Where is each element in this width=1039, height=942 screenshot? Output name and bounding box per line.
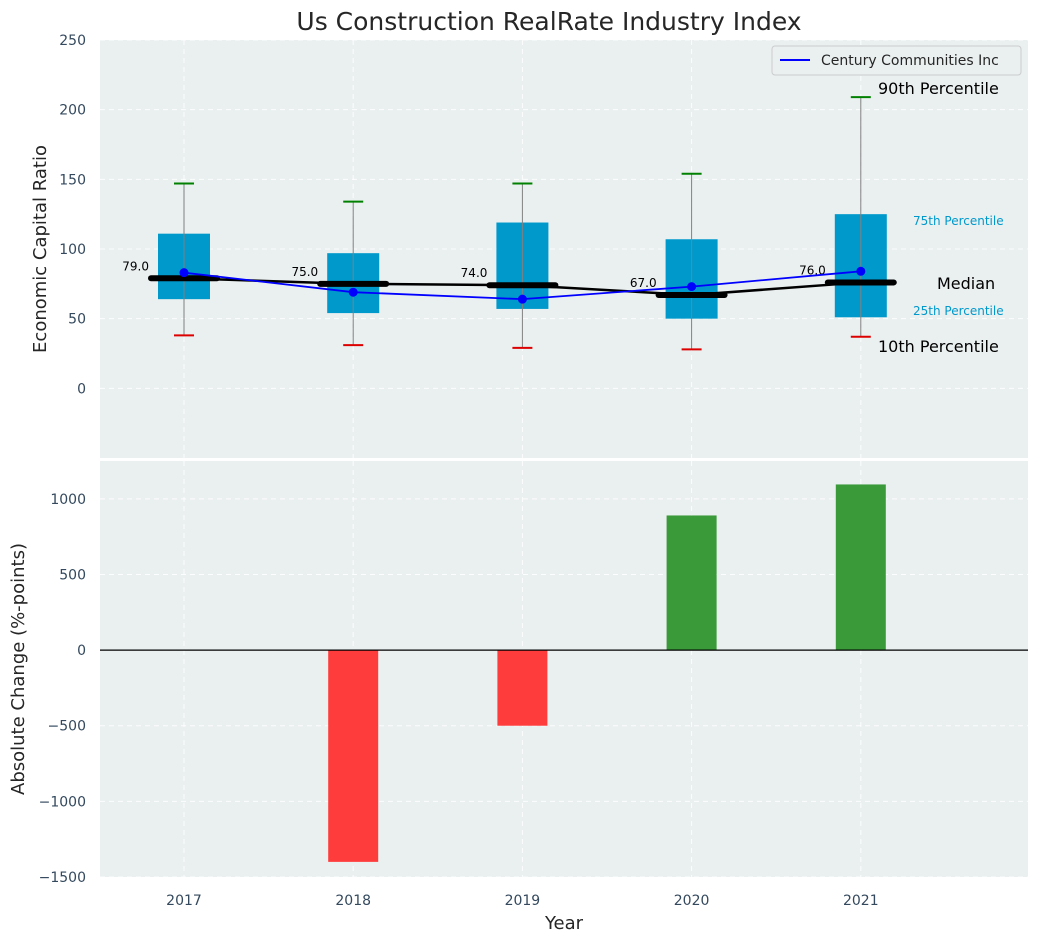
top-panel: 0 50 100 150 200 250 79.0 75.0 74.0 67.0 76.0 90t…: [30, 33, 1028, 458]
legend: Century Communities Inc: [771, 45, 1022, 76]
chart-title: Us Construction RealRate Industry Index: [296, 7, 801, 36]
median-label-2021: 76.0: [799, 263, 826, 277]
bottom-y-tick-1000: 1000: [50, 492, 86, 508]
company-point-2019: [517, 294, 527, 304]
legend-label: Century Communities Inc: [821, 53, 999, 69]
top-y-tick-100: 100: [59, 242, 86, 258]
top-y-tick-50: 50: [68, 312, 86, 328]
median-line-group: [183, 277, 861, 297]
bar-2020: [666, 515, 717, 651]
x-tick-labels: 2017 2018 2019 2020 2021: [166, 893, 878, 909]
company-series: [179, 266, 866, 304]
company-point-2021: [856, 266, 866, 276]
x-tick-2018: 2018: [335, 893, 371, 909]
bottom-y-tick--1500: −1500: [39, 870, 86, 886]
top-y-ticks: 0 50 100 150 200 250: [59, 33, 86, 397]
bottom-y-axis-label: Absolute Change (%-points): [8, 543, 29, 795]
box-plots: 79.0 75.0 74.0 67.0 76.0: [122, 96, 897, 351]
median-label-2018: 75.0: [291, 265, 318, 279]
median-label-2020: 67.0: [630, 276, 657, 290]
company-point-2020: [687, 282, 697, 292]
median-label-2019: 74.0: [461, 266, 488, 280]
median-label-2017: 79.0: [122, 259, 149, 273]
x-tick-2020: 2020: [674, 893, 710, 909]
top-y-tick-150: 150: [59, 172, 86, 188]
bottom-y-tick--1000: −1000: [39, 794, 86, 810]
annotation-median: Median: [937, 274, 995, 293]
change-bars: [328, 484, 886, 862]
bar-2019: [497, 650, 548, 726]
bottom-y-tick-500: 500: [59, 567, 86, 583]
bottom-y-tick--500: −500: [48, 719, 86, 735]
top-y-tick-200: 200: [59, 103, 86, 119]
bar-2021: [835, 484, 886, 651]
annotation-10th-percentile: 10th Percentile: [878, 337, 999, 356]
bottom-y-ticks: −1500 −1000 −500 0 500 1000: [39, 492, 86, 886]
x-tick-2021: 2021: [843, 893, 879, 909]
bar-2018: [328, 650, 379, 862]
x-tick-2019: 2019: [505, 893, 541, 909]
x-axis-label: Year: [544, 913, 584, 934]
annotation-90th-percentile: 90th Percentile: [878, 79, 999, 98]
percentile-annotations: 90th Percentile 75th Percentile Median 2…: [878, 79, 1004, 356]
company-point-2018: [348, 287, 358, 297]
x-tick-2017: 2017: [166, 893, 202, 909]
annotation-75th-percentile: 75th Percentile: [913, 214, 1004, 228]
top-y-tick-250: 250: [59, 33, 86, 49]
bottom-plot-background: [100, 461, 1028, 877]
legend-box: [771, 45, 1022, 76]
top-y-tick-0: 0: [77, 381, 86, 397]
annotation-25th-percentile: 25th Percentile: [913, 304, 1004, 318]
median-trend-line: [183, 277, 861, 297]
bottom-y-tick-0: 0: [77, 643, 86, 659]
top-y-axis-label: Economic Capital Ratio: [30, 145, 51, 353]
company-point-2017: [179, 268, 189, 278]
